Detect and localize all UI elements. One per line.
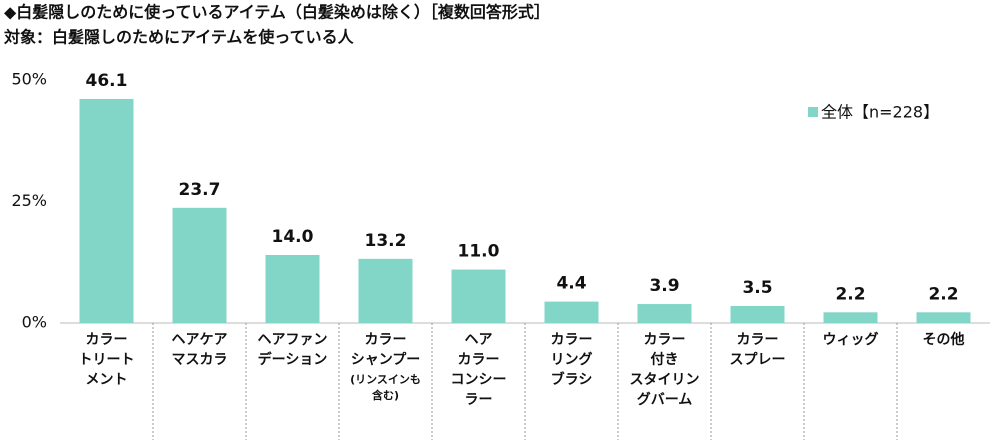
- x-tick-label: デーション: [258, 351, 328, 368]
- x-tick-label: グバーム: [637, 391, 693, 408]
- value-label: 11.0: [458, 242, 500, 262]
- value-label: 2.2: [928, 284, 958, 304]
- x-tick-label: スタイリン: [630, 372, 700, 388]
- bar: [637, 304, 692, 323]
- value-label: 46.1: [86, 71, 128, 91]
- x-tick-label: コンシー: [451, 372, 507, 388]
- x-tick-label: 含む): [371, 388, 399, 402]
- x-tick-label: ラー: [465, 392, 493, 408]
- x-tick-label: 付き: [651, 351, 679, 368]
- bar: [172, 207, 227, 323]
- bar: [730, 305, 785, 323]
- value-label: 3.5: [742, 278, 772, 298]
- bar: [451, 269, 506, 323]
- y-tick-label: 25%: [11, 191, 47, 210]
- bar: [265, 254, 320, 323]
- x-tick-label: カラー: [365, 332, 407, 348]
- x-tick-label: (リンスインも: [350, 373, 421, 386]
- x-tick-label: カラー: [551, 332, 593, 348]
- value-label: 4.4: [556, 274, 586, 294]
- x-tick-label: カラー: [458, 352, 500, 368]
- x-tick-label: カラー: [644, 332, 686, 348]
- chart-subtitle: 対象：白髪隠しのためにアイテムを使っている人: [3, 28, 355, 47]
- x-tick-label: ブラシ: [551, 371, 593, 388]
- legend-swatch: [808, 107, 818, 117]
- y-tick-label: 0%: [22, 313, 47, 332]
- x-tick-label: リング: [551, 351, 593, 368]
- x-tick-label: その他: [923, 331, 965, 348]
- bar: [79, 98, 134, 323]
- x-tick-label: メント: [86, 372, 128, 388]
- bar: [916, 312, 971, 323]
- bar: [544, 301, 599, 323]
- x-tick-label: マスカラ: [172, 352, 228, 368]
- value-label: 23.7: [179, 180, 221, 200]
- x-tick-label: ウィッグ: [823, 331, 879, 348]
- x-tick-label: スプレー: [730, 352, 786, 368]
- value-label: 14.0: [272, 227, 314, 247]
- x-tick-label: カラー: [737, 332, 779, 348]
- value-label: 3.9: [649, 276, 679, 296]
- chart-title: ◆白髪隠しのために使っているアイテム（白髪染めは除く）［複数回答形式］: [4, 3, 550, 22]
- x-tick-label: ヘア: [465, 332, 493, 348]
- x-tick-label: カラー: [86, 332, 128, 348]
- value-label: 13.2: [365, 231, 407, 251]
- bar: [823, 312, 878, 323]
- x-tick-label: ヘアケア: [172, 332, 228, 348]
- value-label: 2.2: [835, 284, 865, 304]
- bar: [358, 258, 413, 323]
- x-tick-label: シャンプー: [351, 352, 421, 368]
- x-tick-label: トリート: [79, 352, 135, 368]
- x-tick-label: ヘアファン: [258, 332, 328, 348]
- legend-label: 全体【n=228】: [821, 103, 939, 122]
- y-tick-label: 50%: [11, 70, 47, 89]
